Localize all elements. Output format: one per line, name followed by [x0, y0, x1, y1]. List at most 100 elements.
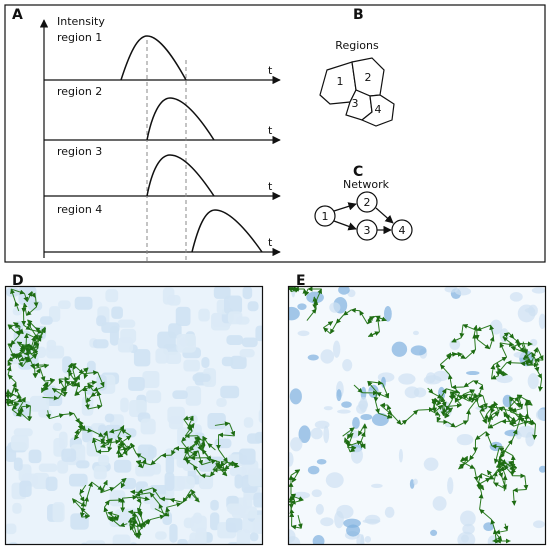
- flow-arrow: [152, 487, 161, 499]
- flow-arrow: [78, 427, 93, 433]
- flow-arrow: [34, 367, 41, 378]
- cell-blob: [142, 370, 160, 389]
- flow-arrow: [17, 397, 26, 411]
- cell-blob: [225, 517, 243, 533]
- flow-arrow: [473, 468, 479, 482]
- top-frame: [4, 4, 546, 263]
- cell-blob: [117, 319, 136, 328]
- flow-arrow: [107, 438, 113, 452]
- image-frame: [4, 285, 264, 546]
- cell-blob: [105, 289, 119, 303]
- flow-arrow: [201, 459, 217, 466]
- flow-arrow: [130, 517, 138, 525]
- intensity-blob: [529, 338, 538, 347]
- flow-arrow: [473, 392, 480, 407]
- intensity-blob: [289, 536, 301, 544]
- intensity-blob: [346, 524, 361, 537]
- flow-arrow: [504, 439, 513, 451]
- flow-arrow: [33, 363, 50, 369]
- flow-arrow: [136, 502, 142, 514]
- row-label: region 1: [57, 31, 102, 44]
- flow-arrow: [482, 395, 488, 409]
- flow-arrow: [456, 353, 467, 359]
- flow-arrow: [232, 462, 240, 468]
- flow-arrow: [446, 351, 458, 357]
- intensity-blob: [538, 313, 545, 329]
- flow-arrow: [440, 364, 450, 375]
- panel-label: C: [353, 164, 363, 180]
- flow-arrow: [463, 455, 468, 464]
- flow-arrow: [511, 429, 518, 440]
- flow-arrow: [511, 407, 523, 413]
- flow-arrow: [508, 396, 520, 408]
- flow-arrow: [444, 407, 453, 419]
- region-label: 4: [375, 103, 382, 116]
- cell-blob: [176, 476, 195, 489]
- flow-arrow: [446, 388, 461, 394]
- cell-blob: [92, 339, 109, 349]
- intensity-blob: [410, 345, 427, 356]
- flow-arrow: [508, 407, 520, 419]
- flow-arrow: [503, 411, 517, 422]
- flow-arrow: [103, 506, 110, 520]
- flow-arrow: [522, 352, 533, 360]
- intensity-blob: [298, 425, 311, 444]
- intensity-blob: [337, 409, 351, 414]
- cell-blob: [32, 472, 50, 490]
- flow-arrow: [489, 324, 495, 337]
- axis-label: t: [268, 180, 273, 193]
- intensity-blob: [341, 401, 352, 408]
- intensity-blob: [315, 503, 324, 515]
- cell-blob: [239, 349, 255, 358]
- flow-arrow: [218, 449, 228, 463]
- flow-arrow: [14, 387, 22, 399]
- flow-arrow: [23, 293, 29, 303]
- flow-arrow: [117, 425, 125, 437]
- flow-arrow: [141, 458, 147, 469]
- cell-blob: [165, 351, 182, 365]
- cell-blob: [111, 306, 123, 319]
- flow-arrow: [448, 391, 454, 401]
- flow-arrow: [137, 496, 150, 502]
- flow-arrow: [66, 381, 77, 387]
- flow-arrow: [181, 430, 193, 442]
- flow-arrow: [91, 430, 104, 437]
- flow-arrow: [200, 473, 211, 479]
- cell-blob: [241, 337, 258, 348]
- axis-label: t: [268, 124, 273, 137]
- intensity-blob: [457, 531, 476, 544]
- node-label: 1: [322, 210, 329, 223]
- intensity-blob: [323, 425, 330, 444]
- cell-blob: [62, 356, 72, 374]
- cell-blob: [253, 492, 262, 508]
- cell-blob: [216, 398, 227, 407]
- flow-arrow: [135, 491, 151, 497]
- intensity-blob: [320, 517, 334, 527]
- cell-blob: [39, 316, 53, 325]
- flow-arrow: [93, 437, 106, 444]
- flow-arrow: [491, 443, 504, 449]
- flow-arrow: [367, 380, 384, 386]
- flow-arrow: [202, 435, 209, 444]
- cell-blob: [224, 295, 243, 314]
- flow-arrow: [220, 461, 228, 477]
- cell-blob: [74, 296, 93, 310]
- flow-arrow: [513, 420, 529, 427]
- flow-arrow: [166, 502, 182, 508]
- flow-arrow: [349, 447, 357, 453]
- cell-blob: [6, 523, 17, 535]
- flow-arrow: [26, 306, 37, 316]
- flow-arrow: [32, 345, 38, 359]
- flow-arrow: [353, 384, 363, 394]
- flow-arrow: [477, 339, 490, 350]
- intensity-blob: [460, 510, 476, 527]
- image-e: [289, 287, 545, 544]
- flow-arrow: [475, 431, 487, 441]
- cell-blob: [114, 509, 133, 527]
- intensity-blob: [517, 304, 536, 323]
- cell-blob: [201, 357, 210, 369]
- cell-blob: [69, 473, 88, 487]
- flow-arrow: [368, 331, 380, 337]
- flow-arrow: [465, 349, 476, 359]
- flow-arrow: [451, 337, 462, 343]
